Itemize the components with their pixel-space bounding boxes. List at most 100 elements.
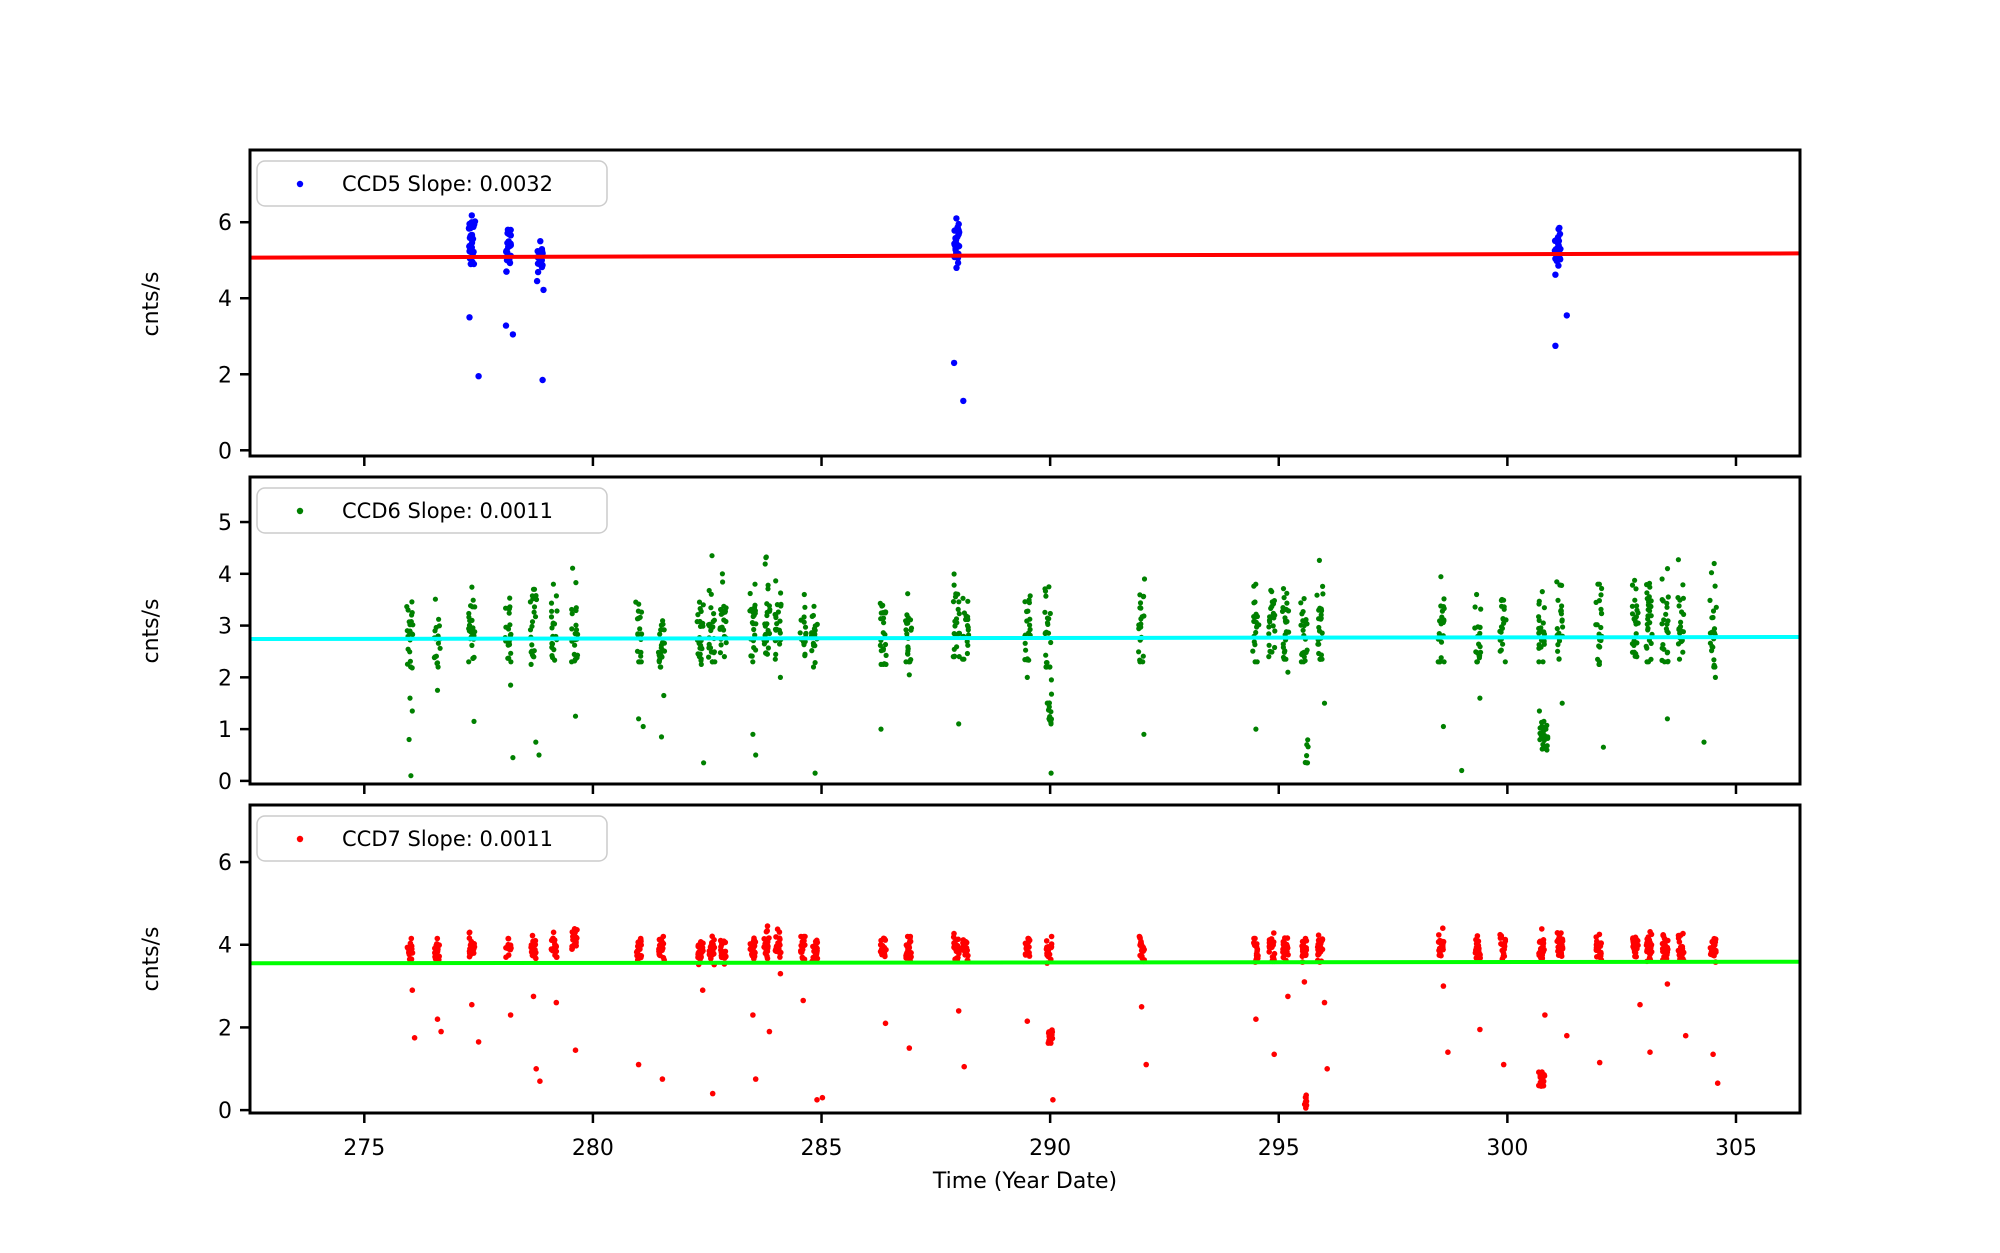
data-point [721, 617, 727, 623]
data-point [1537, 1072, 1544, 1079]
data-point [762, 936, 768, 943]
data-point [882, 609, 888, 615]
data-point [801, 642, 807, 648]
data-point [810, 664, 817, 670]
data-point [531, 586, 538, 592]
data-point [1024, 1018, 1031, 1024]
data-point [1022, 599, 1028, 605]
data-point [1633, 614, 1639, 621]
data-point [1478, 649, 1484, 655]
data-point [883, 946, 889, 953]
x-tick-label: 280 [572, 1136, 614, 1161]
data-point [529, 619, 536, 625]
data-point [1477, 695, 1483, 701]
data-point [1440, 619, 1446, 626]
data-point [1048, 677, 1054, 683]
data-point [636, 716, 642, 722]
data-point [1536, 939, 1543, 945]
data-point [1600, 744, 1606, 750]
data-point [1438, 952, 1444, 959]
data-point [698, 657, 704, 664]
data-point [1644, 590, 1650, 596]
data-point [1251, 583, 1257, 589]
data-point [1046, 584, 1052, 590]
legend-box-ccd5 [256, 160, 608, 207]
data-point [548, 600, 555, 606]
data-point [1285, 608, 1292, 614]
data-point [952, 246, 959, 254]
data-point [1598, 610, 1605, 617]
data-point [1661, 617, 1667, 623]
data-point [812, 938, 819, 945]
data-point [1281, 649, 1287, 655]
data-point [1137, 600, 1144, 606]
data-point [721, 627, 727, 633]
data-point [1709, 939, 1715, 945]
data-point [882, 641, 889, 648]
data-point [812, 770, 818, 776]
data-point [1539, 589, 1545, 595]
data-point [509, 331, 517, 338]
data-point [408, 773, 414, 779]
data-point [708, 605, 714, 611]
data-point [1595, 945, 1602, 951]
data-point [1644, 659, 1650, 665]
data-point [776, 935, 783, 941]
data-point [765, 627, 771, 634]
data-point [658, 664, 664, 670]
data-point [907, 938, 914, 945]
data-point [1047, 714, 1053, 720]
data-point [1709, 615, 1715, 621]
y-tick-label: 3 [218, 615, 232, 640]
data-point [550, 581, 557, 587]
data-point [1283, 619, 1289, 625]
y-tick-label: 0 [218, 439, 232, 464]
data-point [708, 942, 715, 948]
data-point [1501, 946, 1507, 953]
data-point [1665, 649, 1671, 655]
data-point [1138, 624, 1144, 630]
data-point [1436, 631, 1442, 637]
data-point [533, 596, 540, 603]
data-point [802, 624, 809, 630]
data-point [471, 218, 479, 225]
data-point [572, 642, 578, 648]
data-point [762, 943, 769, 950]
data-point [1044, 660, 1050, 666]
data-point [904, 620, 910, 626]
data-point [777, 954, 783, 960]
data-point [810, 640, 817, 647]
data-point [1280, 949, 1287, 956]
data-point [751, 955, 757, 962]
data-point [1318, 652, 1324, 658]
data-point [1632, 619, 1639, 625]
data-point [1659, 657, 1665, 664]
data-point [467, 946, 473, 952]
scatter-layer-ccd7 [249, 923, 1801, 1111]
data-point [505, 626, 512, 632]
data-point [528, 649, 534, 655]
data-point [802, 653, 808, 659]
data-point [1043, 652, 1049, 658]
y-tick-label: 4 [218, 563, 232, 588]
data-point [883, 652, 889, 659]
data-point [1281, 595, 1287, 601]
data-point [721, 654, 728, 660]
data-point [502, 322, 510, 329]
data-point [1440, 983, 1447, 989]
data-point [953, 215, 960, 222]
data-point [1476, 655, 1482, 661]
data-point [747, 608, 753, 614]
data-point [1555, 952, 1562, 958]
data-point [503, 268, 510, 275]
data-point [1302, 935, 1309, 942]
data-point [1043, 946, 1050, 953]
data-point [1555, 648, 1561, 654]
data-point [751, 626, 757, 633]
data-point [1048, 639, 1054, 646]
x-tick-label: 305 [1715, 1136, 1757, 1161]
data-point [698, 645, 704, 651]
data-point [1266, 624, 1272, 630]
data-point [1046, 616, 1052, 622]
data-point [964, 650, 971, 657]
